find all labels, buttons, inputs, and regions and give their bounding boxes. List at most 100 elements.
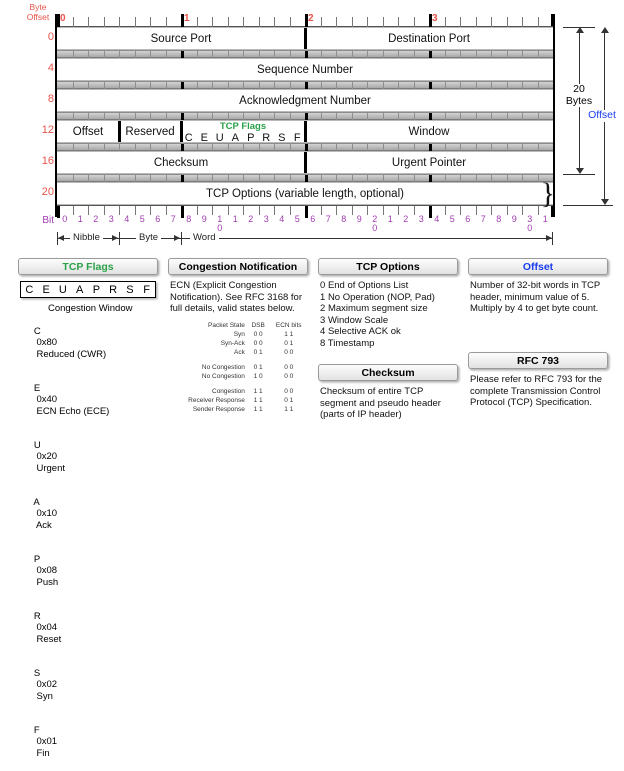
separator-tick xyxy=(444,113,446,121)
bit-tick xyxy=(460,17,461,27)
cell-ecn: 0 0 xyxy=(284,387,294,395)
panel-rfc793-title: RFC 793 xyxy=(468,352,608,369)
byte-offset-axis-title: Byte Offset xyxy=(26,2,50,22)
list-item: 4 Selective ACK ok xyxy=(320,326,456,338)
option-code: 0 xyxy=(320,280,326,291)
bit-tick xyxy=(522,206,523,215)
separator-tick xyxy=(367,175,368,183)
bit-ruler-number: 9 xyxy=(201,214,207,224)
separator-tick xyxy=(274,113,275,121)
separator-tick xyxy=(491,82,492,90)
table-row: Congestion 1 1 0 0 xyxy=(168,387,308,396)
separator-tick xyxy=(351,175,353,183)
separator-tick xyxy=(227,175,229,183)
field-source-port: Source Port xyxy=(150,32,212,45)
separator-tick xyxy=(212,51,213,59)
list-item: 8 Timestamp xyxy=(320,338,456,350)
separator-tick xyxy=(227,51,229,59)
bit-ruler-number: 2 xyxy=(93,214,99,224)
cell-ecn: 0 0 xyxy=(284,372,294,380)
tcp-flags-letter-box: C E U A P R S F xyxy=(20,281,156,298)
separator-tick xyxy=(351,113,353,121)
separator-tick xyxy=(289,113,291,121)
option-desc: End of Options List xyxy=(327,280,409,291)
field-divider xyxy=(180,121,183,142)
separator-tick xyxy=(289,175,291,183)
bit-ruler-number: 4 xyxy=(279,214,285,224)
cell-ecn: 1 1 xyxy=(284,405,294,413)
separator-tick xyxy=(258,144,260,152)
separator-tick xyxy=(88,175,89,183)
bit-tick xyxy=(320,17,322,27)
tcp-flags-legend: Congestion Window C 0x80 Reduced (CWR) E… xyxy=(18,303,158,771)
separator-tick xyxy=(413,144,415,152)
bit-tick xyxy=(134,206,136,215)
separator-tick xyxy=(506,113,508,121)
separator-tick xyxy=(506,51,508,59)
separator-tick xyxy=(134,51,136,59)
separator-tick xyxy=(119,51,120,59)
bit-tick xyxy=(522,17,523,27)
bit-tick xyxy=(243,206,244,215)
separator-tick xyxy=(134,175,136,183)
bracket-arrow-up xyxy=(575,27,584,33)
tcp-flag-s: S xyxy=(278,131,286,144)
separator-tick xyxy=(460,82,461,90)
bit-tick xyxy=(196,206,198,215)
separator-tick xyxy=(72,82,74,90)
separator-tick xyxy=(196,175,198,183)
congestion-window-label: Congestion Window xyxy=(48,303,133,314)
separator-tick xyxy=(103,144,105,152)
bit-tick xyxy=(336,17,337,27)
bit-tick xyxy=(274,206,275,215)
table-row: Sender Response 1 1 1 1 xyxy=(168,405,308,414)
col-packet-state: Packet State xyxy=(208,321,245,329)
separator-tick xyxy=(491,113,492,121)
col-ecn-bits: ECN bits xyxy=(275,321,302,329)
cell-ecn: 0 1 xyxy=(284,339,294,347)
byte-tick xyxy=(57,14,60,27)
bit-tick xyxy=(537,206,539,215)
options-variable-length-brace: } xyxy=(540,177,555,210)
col-dsb: DSB xyxy=(251,321,265,329)
separator-tick xyxy=(522,175,523,183)
separator-tick xyxy=(429,175,432,183)
bit-ruler-number: 1 xyxy=(542,214,548,224)
separator-tick xyxy=(444,175,446,183)
measure-label-word: Word xyxy=(190,231,219,245)
bit-tick xyxy=(398,206,399,215)
separator-tick xyxy=(196,113,198,121)
bit-tick xyxy=(491,17,492,27)
separator-tick xyxy=(460,175,461,183)
bit-tick xyxy=(258,17,260,27)
separator-tick xyxy=(444,82,446,90)
byte-tick xyxy=(305,14,308,27)
cell-dsb: 0 0 xyxy=(253,330,263,338)
separator-tick xyxy=(150,82,151,90)
separator-tick xyxy=(289,144,291,152)
bit-ruler-number: 6 xyxy=(310,214,316,224)
bit-tick xyxy=(444,206,446,215)
separator-tick xyxy=(475,51,477,59)
flag-letter: S xyxy=(33,668,41,679)
flag-letter: E xyxy=(33,382,41,394)
bit-ruler-number: 3 xyxy=(108,214,114,224)
flag-legend-row: E 0x40 ECN Echo (ECE) xyxy=(18,371,158,428)
tcp-flag-f: F xyxy=(293,131,301,144)
bit-tick xyxy=(119,206,120,215)
option-desc: Timestamp xyxy=(327,337,375,349)
row-separator xyxy=(57,143,553,152)
bit-tick xyxy=(72,17,74,27)
bit-tick xyxy=(165,206,167,215)
bit-ruler-number: 4 xyxy=(124,214,130,224)
separator-tick xyxy=(165,113,167,121)
separator-tick xyxy=(522,82,523,90)
bit-tick xyxy=(444,17,446,27)
separator-tick xyxy=(491,51,492,59)
bit-tick xyxy=(212,206,213,215)
table-header-row: Packet State DSB ECN bits xyxy=(168,322,308,330)
field-acknowledgment-number: Acknowledgment Number xyxy=(239,94,371,107)
separator-tick xyxy=(227,144,229,152)
cell-state: No Congestion xyxy=(201,372,245,380)
